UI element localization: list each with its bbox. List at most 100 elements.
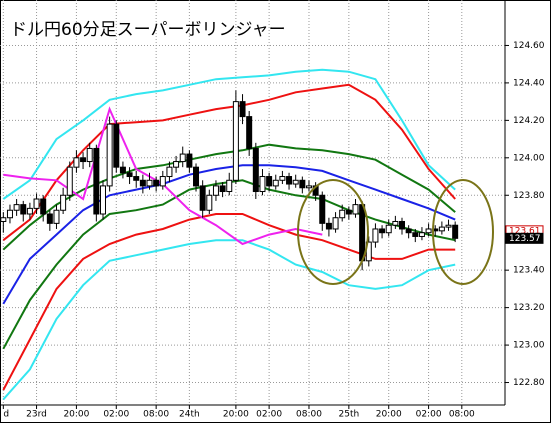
candle-body [106, 123, 113, 187]
plot-area [0, 68, 459, 401]
candle-body [99, 185, 106, 215]
candle-body [186, 153, 193, 168]
x-tick-label: 20:00 [376, 410, 402, 420]
candle-body [73, 157, 80, 168]
candle-body [153, 179, 160, 187]
candle-body [352, 204, 359, 215]
candle-body [173, 161, 180, 168]
y-tick-label: 123.80 [513, 191, 545, 201]
x-tick-label: d [3, 410, 9, 420]
candle-body [166, 166, 173, 178]
candle-body [279, 176, 286, 181]
candle-body [26, 207, 33, 215]
y-tick-label: 123.00 [513, 341, 545, 351]
x-tick-label: 02:00 [416, 410, 442, 420]
x-tick-label: 08:00 [449, 410, 475, 420]
candle-body [339, 209, 346, 219]
candle-body [372, 228, 379, 243]
candle-body [139, 179, 146, 187]
candle-body [232, 101, 239, 181]
candle-body [266, 176, 273, 187]
band-line [2, 213, 456, 391]
y-tick-label: 124.20 [513, 116, 545, 126]
price-tag [505, 232, 544, 244]
candle-body [405, 228, 412, 234]
candle-body [452, 224, 459, 239]
candle-body [212, 185, 219, 196]
candle-body [259, 176, 266, 193]
candle-body [325, 222, 332, 230]
candle-body [33, 198, 40, 209]
candle-body [438, 226, 445, 232]
candle-body [319, 194, 326, 224]
candle-body [305, 185, 312, 189]
candle-body [119, 166, 126, 174]
band-line [2, 164, 456, 305]
candle-body [199, 185, 206, 211]
candle-body [13, 204, 20, 211]
highlight-ellipse [297, 179, 369, 285]
x-tick-label: 25th [339, 410, 360, 420]
band-line [2, 83, 456, 241]
candle-body [80, 157, 87, 163]
price-tag-label: 123.57 [509, 234, 541, 244]
candle-body [20, 204, 27, 215]
x-tick-label: 08:00 [143, 410, 169, 420]
candle-body [332, 217, 339, 230]
candle-body [159, 176, 166, 187]
x-tick-label: 20:00 [223, 410, 249, 420]
x-tick-label: 08:00 [296, 410, 322, 420]
candle-body [93, 147, 100, 215]
candle-body [226, 179, 233, 193]
x-tick-label: 23rd [26, 410, 47, 420]
candle-body [60, 194, 67, 211]
y-tick-label: 123.40 [513, 266, 545, 276]
candle-body [359, 204, 366, 262]
candle-body [0, 217, 7, 222]
band-line [2, 239, 456, 401]
candle-body [425, 228, 432, 234]
candle-body [445, 224, 452, 228]
candle-body [193, 166, 200, 187]
chart-title: ドル円60分足スーパーボリンジャー [10, 20, 286, 40]
candle-body [206, 194, 213, 211]
candle-body [345, 209, 352, 215]
y-tick-label: 124.40 [513, 78, 545, 88]
candle-body [292, 179, 299, 185]
candle-body [133, 176, 140, 181]
candle-body [179, 153, 186, 163]
highlight-ellipse [432, 179, 494, 285]
candle-body [412, 232, 419, 237]
x-tick-label: 20:00 [63, 410, 89, 420]
y-tick-label: 124.00 [513, 153, 545, 163]
candle-body [379, 228, 386, 234]
candle-body [246, 116, 253, 149]
y-tick-label: 124.60 [513, 41, 545, 51]
candle-body [113, 123, 120, 168]
candle-body [399, 220, 406, 230]
candle-body [53, 209, 60, 224]
x-tick-label: 24th [179, 410, 200, 420]
candle-body [46, 213, 53, 224]
candle-body [86, 147, 93, 163]
candle-body [272, 179, 279, 187]
candle-body [66, 166, 73, 196]
candle-body [239, 101, 246, 118]
candle-body [6, 209, 13, 219]
candle-body [385, 224, 392, 234]
candle-body [286, 176, 293, 185]
candle-body [252, 147, 259, 193]
candle-body [146, 179, 153, 187]
candle-body [219, 185, 226, 193]
band-line [2, 143, 456, 251]
y-tick-label: 122.80 [513, 378, 545, 388]
x-tick-label: 02:00 [256, 410, 282, 420]
candle-body [126, 172, 133, 178]
candle-body [299, 179, 306, 189]
band-line [2, 68, 456, 200]
y-tick-label: 123.20 [513, 303, 545, 313]
candle-body [392, 220, 399, 226]
price-tag-label: 123.61 [509, 226, 541, 236]
